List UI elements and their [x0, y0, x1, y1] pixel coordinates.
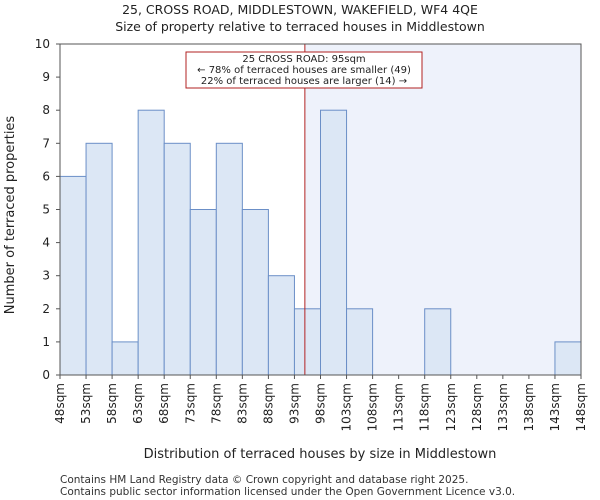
- y-tick-label: 0: [42, 368, 50, 382]
- bar-63sqm: [137, 109, 165, 376]
- annotation-line-2: ← 78% of terraced houses are smaller (49…: [197, 65, 411, 76]
- bar-53sqm: [85, 142, 113, 376]
- bar-93sqm: [293, 308, 322, 376]
- x-tick-label: 138sqm: [522, 383, 536, 431]
- bar-68sqm: [163, 142, 191, 376]
- x-tick-label: 143sqm: [548, 383, 562, 431]
- bar-83sqm: [241, 209, 269, 376]
- annotation-frame: [185, 51, 423, 89]
- x-tick-label: 108sqm: [366, 383, 380, 431]
- bar-48sqm: [59, 175, 87, 376]
- bar-118sqm: [424, 308, 452, 376]
- x-tick-label: 73sqm: [183, 383, 197, 424]
- y-tick-label: 10: [35, 37, 50, 51]
- x-tick-label: 103sqm: [340, 383, 354, 431]
- x-tick-label: 78sqm: [209, 383, 223, 424]
- y-axis-label: Number of terraced properties: [3, 116, 18, 315]
- x-tick-label: 148sqm: [574, 383, 588, 431]
- annotation-line-1: 25 CROSS ROAD: 95sqm: [242, 54, 365, 65]
- bar-58sqm: [111, 341, 139, 376]
- x-tick-label: 68sqm: [157, 383, 171, 424]
- y-tick-label: 2: [42, 302, 50, 316]
- y-tick-label: 4: [42, 236, 50, 250]
- footer-line-1: Contains HM Land Registry data © Crown c…: [60, 474, 468, 486]
- y-tick-label: 8: [42, 103, 50, 117]
- x-tick-label: 48sqm: [53, 383, 67, 424]
- y-tick-label: 6: [42, 169, 50, 183]
- x-tick-label: 83sqm: [235, 383, 249, 424]
- y-tick-label: 5: [42, 203, 50, 217]
- x-tick-label: 93sqm: [287, 383, 301, 424]
- bar-73sqm: [189, 209, 217, 376]
- x-tick-label: 63sqm: [131, 383, 145, 424]
- annotation-box: 25 CROSS ROAD: 95sqm ← 78% of terraced h…: [185, 51, 423, 89]
- footer-line-2: Contains public sector information licen…: [60, 486, 515, 498]
- y-tick-label: 3: [42, 269, 50, 283]
- chart-title: 25, CROSS ROAD, MIDDLESTOWN, WAKEFIELD, …: [122, 2, 478, 17]
- x-tick-label: 58sqm: [105, 383, 119, 424]
- x-tick-label: 123sqm: [444, 383, 458, 431]
- bar-103sqm: [346, 308, 374, 376]
- plot-area: 0 1 2 3 4 5 6 7 8 9 10 48sqm 53sqm 58sqm 63sqm 68sqm 73…: [35, 37, 588, 431]
- bar-88sqm: [267, 275, 295, 376]
- y-tick-label: 9: [42, 70, 50, 84]
- x-tick-label: 128sqm: [470, 383, 484, 431]
- x-tick-label: 118sqm: [418, 383, 432, 431]
- x-tick-label: 113sqm: [392, 383, 406, 431]
- y-tick-label: 1: [42, 335, 50, 349]
- x-tick-label: 133sqm: [496, 383, 510, 431]
- bar-143sqm: [554, 341, 582, 376]
- y-tick-label: 7: [42, 136, 50, 150]
- x-tick-label: 88sqm: [261, 383, 275, 424]
- annotation-line-3: 22% of terraced houses are larger (14) →: [201, 76, 407, 87]
- bar-78sqm: [215, 142, 243, 376]
- bar-98sqm: [320, 109, 348, 376]
- x-tick-label: 98sqm: [314, 383, 328, 424]
- x-axis-label: Distribution of terraced houses by size …: [144, 447, 497, 462]
- chart-subtitle: Size of property relative to terraced ho…: [115, 19, 485, 34]
- x-tick-label: 53sqm: [79, 383, 93, 424]
